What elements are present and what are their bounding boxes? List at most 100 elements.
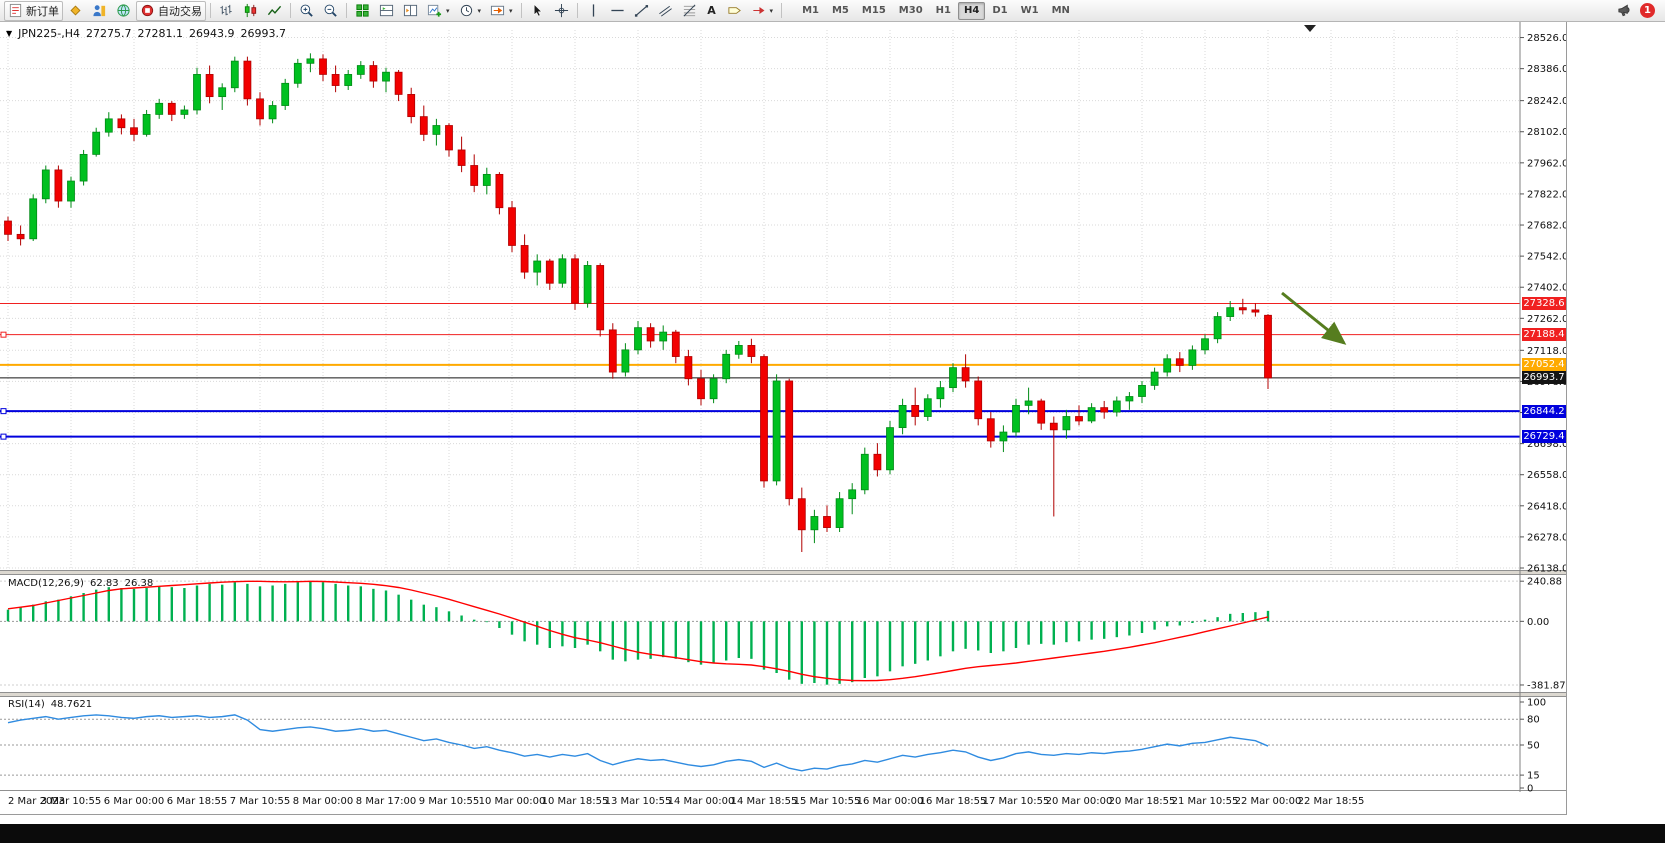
horizontal-line-button[interactable] bbox=[606, 1, 629, 21]
gold-diamond-icon bbox=[68, 3, 83, 18]
date-tick-label: 16 Mar 18:55 bbox=[919, 796, 987, 807]
tf-m1-button[interactable]: M1 bbox=[802, 5, 819, 16]
megaphone-icon bbox=[1617, 3, 1632, 18]
tf-d1-button[interactable]: D1 bbox=[992, 5, 1008, 16]
date-tick-label: 10 Mar 00:00 bbox=[478, 796, 546, 807]
chart-grid bbox=[0, 30, 1520, 569]
cursor-button[interactable] bbox=[526, 1, 549, 21]
dropdown-arrow-icon: ▾ bbox=[477, 6, 482, 15]
axis-tick-label: 27118.0 bbox=[1527, 346, 1566, 357]
arrange-horizontal-button[interactable] bbox=[375, 1, 398, 21]
trendline-button[interactable] bbox=[630, 1, 653, 21]
alert-badge[interactable]: 1 bbox=[1640, 3, 1655, 18]
periods-button[interactable]: ▾ bbox=[455, 1, 486, 21]
add-indicator-icon bbox=[427, 3, 442, 18]
shift-marker[interactable] bbox=[1304, 25, 1316, 32]
vertical-line-button[interactable] bbox=[582, 1, 605, 21]
candle bbox=[331, 74, 340, 86]
auto-trading-button[interactable]: 自动交易 bbox=[136, 0, 206, 21]
tf-m30-button[interactable]: M30 bbox=[898, 5, 923, 16]
candle bbox=[722, 353, 731, 380]
text-tool-button[interactable]: A bbox=[702, 1, 722, 21]
level-line-handle[interactable] bbox=[0, 433, 7, 440]
candlestick-chart-button[interactable] bbox=[239, 1, 262, 21]
date-tick-label: 22 Mar 00:00 bbox=[1234, 796, 1302, 807]
candle bbox=[1213, 316, 1222, 340]
zoom-in-button[interactable] bbox=[295, 1, 318, 21]
workspace: 28526.0 28386.0 28242.0 28102.0 27962.0 27822… bbox=[0, 22, 1665, 843]
candle bbox=[1175, 358, 1184, 366]
fibonacci-button[interactable] bbox=[678, 1, 701, 21]
candle bbox=[810, 516, 819, 531]
date-tick-label: 21 Mar 10:55 bbox=[1171, 796, 1239, 807]
candle bbox=[785, 380, 794, 500]
timeframe-group: M1 M5 M15 M30 H1 H4 D1 W1 MN bbox=[796, 1, 1076, 20]
candle bbox=[243, 60, 252, 100]
price-axis[interactable] bbox=[1519, 22, 1524, 792]
new-order-button[interactable]: 新订单 bbox=[4, 0, 63, 21]
axis-tick-label: 100 bbox=[1527, 698, 1546, 709]
level-line-handle[interactable] bbox=[0, 408, 7, 415]
candle bbox=[634, 327, 642, 351]
tf-mn-button[interactable]: MN bbox=[1051, 5, 1070, 16]
chart-canvas[interactable]: 28526.0 28386.0 28242.0 28102.0 27962.0 27822… bbox=[0, 22, 1566, 792]
candle bbox=[1201, 338, 1209, 351]
tf-m5-button[interactable]: M5 bbox=[831, 5, 849, 16]
panel-splitter[interactable] bbox=[0, 692, 1566, 697]
macd-title: MACD(12,26,9) bbox=[8, 578, 84, 589]
price-level-tag: 26844.2 bbox=[1522, 404, 1566, 418]
label-tool-button[interactable] bbox=[723, 1, 746, 21]
candle bbox=[999, 431, 1008, 442]
panel-splitter[interactable] bbox=[0, 570, 1566, 575]
indicators-button[interactable]: ▾ bbox=[423, 1, 454, 21]
template-icon bbox=[490, 3, 505, 18]
candle bbox=[1062, 416, 1071, 431]
candle bbox=[646, 327, 655, 342]
date-tick-label: 15 Mar 10:55 bbox=[793, 796, 861, 807]
candle bbox=[1037, 400, 1046, 424]
shapes-button[interactable]: ▾ bbox=[747, 1, 778, 21]
templates-button[interactable]: ▾ bbox=[486, 1, 517, 21]
rsi-value: 48.7621 bbox=[50, 699, 93, 710]
candle bbox=[558, 258, 567, 284]
candle bbox=[155, 102, 164, 115]
tile-windows-button[interactable] bbox=[351, 1, 374, 21]
candle bbox=[621, 349, 630, 373]
candlestick-icon bbox=[243, 3, 258, 18]
axis-tick-label: 28386.0 bbox=[1527, 64, 1566, 75]
date-tick-label: 22 Mar 18:55 bbox=[1297, 796, 1365, 807]
candle bbox=[1226, 307, 1235, 317]
macd-main-value: 62.83 bbox=[89, 578, 119, 589]
date-tick-label: 20 Mar 18:55 bbox=[1108, 796, 1176, 807]
ohlc-high: 27281.1 bbox=[137, 27, 184, 40]
zoom-out-button[interactable] bbox=[319, 1, 342, 21]
community-button[interactable] bbox=[112, 1, 135, 21]
time-axis[interactable]: 2 Mar 2023 3 Mar 10:55 6 Mar 00:00 6 Mar 18… bbox=[0, 792, 1566, 812]
axis-tick-label: 80 bbox=[1527, 715, 1540, 726]
level-line-handle[interactable] bbox=[0, 331, 7, 338]
label-tag-icon bbox=[727, 3, 742, 18]
candle bbox=[835, 498, 844, 528]
candle bbox=[1087, 407, 1096, 422]
candle bbox=[344, 74, 353, 86]
candle bbox=[1100, 407, 1109, 413]
axis-tick-label: 27262.0 bbox=[1527, 314, 1566, 325]
tf-h4-button[interactable]: H4 bbox=[957, 1, 986, 20]
bar-chart-button[interactable] bbox=[215, 1, 238, 21]
arrange-vertical-icon bbox=[403, 3, 418, 18]
tf-h1-button[interactable]: H1 bbox=[935, 5, 951, 16]
notifications-button[interactable] bbox=[1613, 1, 1636, 21]
candle bbox=[218, 87, 227, 98]
horizontal-line-icon bbox=[610, 3, 625, 18]
deposit-button[interactable] bbox=[64, 1, 87, 21]
trend-arrow-annotation[interactable] bbox=[1281, 291, 1347, 345]
crosshair-button[interactable] bbox=[550, 1, 573, 21]
channel-button[interactable] bbox=[654, 1, 677, 21]
tf-w1-button[interactable]: W1 bbox=[1020, 5, 1039, 16]
candle bbox=[432, 125, 441, 135]
tf-m15-button[interactable]: M15 bbox=[861, 5, 886, 16]
line-chart-button[interactable] bbox=[263, 1, 286, 21]
accounts-button[interactable] bbox=[88, 1, 111, 21]
arrange-vertical-button[interactable] bbox=[399, 1, 422, 21]
chart-caret-icon[interactable]: ▼ bbox=[6, 29, 13, 38]
